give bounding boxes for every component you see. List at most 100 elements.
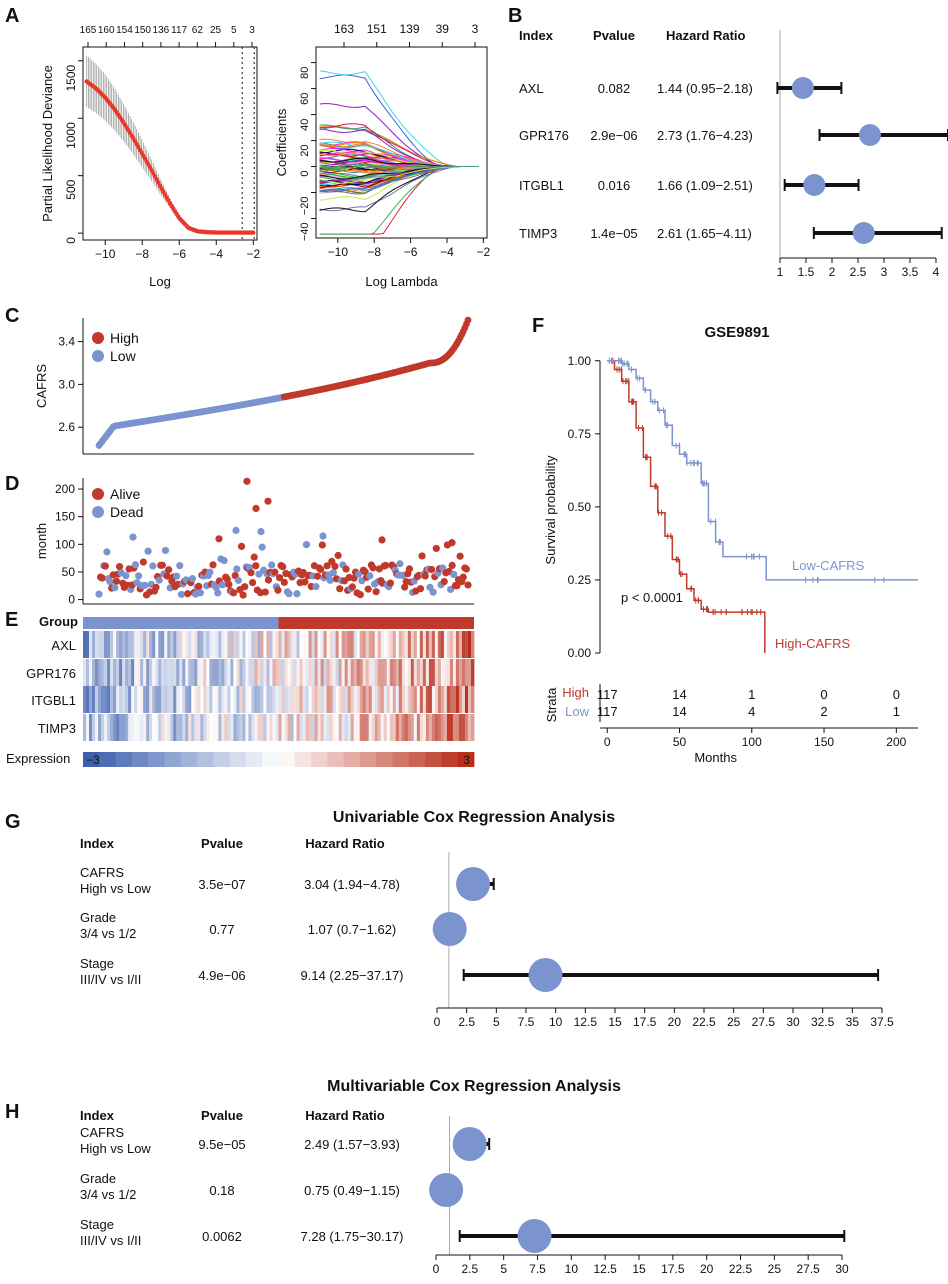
group-bar-low	[83, 617, 279, 629]
expression-legend-swatch	[392, 752, 410, 767]
heatmap-cell	[176, 631, 180, 658]
heatmap-cell	[248, 659, 252, 686]
km-curve	[607, 360, 918, 581]
heatmap-cell	[401, 631, 406, 658]
heatmap-cell	[311, 631, 315, 658]
y-tick-label: 0.50	[568, 500, 592, 514]
row-index: AXL	[519, 81, 544, 96]
heatmap-cell	[224, 631, 228, 658]
heatmap-cell	[128, 714, 132, 741]
heatmap-cell	[110, 631, 114, 658]
heatmap-cell	[272, 659, 276, 686]
survival-point	[98, 574, 106, 582]
heatmap-cell	[119, 659, 123, 686]
heatmap-cell	[254, 631, 258, 658]
header-hazard-ratio: Hazard Ratio	[666, 28, 746, 43]
highlight-point	[252, 504, 260, 512]
heatmap-cell	[359, 659, 364, 686]
risk-count: 1	[748, 687, 755, 702]
heatmap-cell	[152, 659, 156, 686]
heatmap-cell	[389, 631, 394, 658]
heatmap-cell	[374, 714, 379, 741]
heatmap-cell	[104, 659, 108, 686]
heatmap-cell	[422, 659, 427, 686]
heatmap-cell	[239, 631, 243, 658]
risk-count: 0	[820, 687, 827, 702]
y-tick-label: 3.0	[58, 377, 75, 391]
y-tick-label: 50	[62, 565, 76, 579]
expression-legend-swatch	[164, 752, 182, 767]
heatmap-cell	[404, 686, 409, 713]
heatmap-cell	[161, 659, 165, 686]
heatmap-cell	[203, 659, 207, 686]
heatmap-cell	[116, 631, 120, 658]
y-tick-label: 20	[299, 145, 311, 157]
header-pvalue: Pvalue	[201, 1108, 243, 1123]
heatmap-cell	[269, 659, 273, 686]
panel-label-B: B	[508, 5, 522, 27]
heatmap-cell	[140, 659, 144, 686]
group-label: Group	[39, 614, 78, 629]
heatmap-cell	[173, 686, 177, 713]
heatmap-cell	[275, 686, 279, 713]
heatmap-cell	[323, 659, 328, 686]
survival-point	[176, 562, 184, 570]
heatmap-cell	[368, 659, 373, 686]
x-tick-label: 17.5	[661, 1262, 685, 1276]
heatmap-cell	[239, 714, 243, 741]
x-tick-label: 150	[814, 735, 834, 749]
expression-legend-swatch	[441, 752, 459, 767]
x-tick-label: 2.5	[850, 265, 867, 279]
heatmap-cell	[83, 659, 87, 686]
heatmap-cell	[413, 714, 418, 741]
x-tick-label: 22.5	[692, 1015, 716, 1029]
risk-count: 4	[748, 704, 755, 719]
forest-title: Multivariable Cox Regression Analysis	[327, 1078, 621, 1095]
heatmap-cell	[422, 714, 427, 741]
top-tick-label: 62	[192, 25, 204, 36]
heatmap-cell	[452, 631, 457, 658]
heatmap-cell	[287, 714, 291, 741]
heatmap-cell	[143, 714, 147, 741]
heatmap-cell	[296, 659, 300, 686]
heatmap-cell	[227, 631, 231, 658]
y-tick-label: 3.4	[58, 335, 75, 349]
heatmap-cell	[179, 631, 183, 658]
heatmap-cell	[236, 714, 240, 741]
heatmap-cell	[401, 714, 406, 741]
survival-point	[336, 585, 344, 593]
survival-point	[280, 578, 288, 586]
row-hazard-ratio: 1.07 (0.7−1.62)	[308, 922, 397, 937]
heatmap-cell	[212, 714, 216, 741]
heatmap-cell	[218, 714, 222, 741]
survival-point	[155, 576, 163, 584]
heatmap-cell	[446, 714, 451, 741]
heatmap-cell	[152, 686, 156, 713]
heatmap-cell	[407, 686, 412, 713]
heatmap-cell	[194, 659, 198, 686]
heatmap-cell	[251, 714, 255, 741]
heatmap-cell	[317, 631, 322, 658]
heatmap-cell	[101, 686, 105, 713]
heatmap-cell	[377, 631, 382, 658]
heatmap-cell	[431, 659, 436, 686]
heatmap-cell	[341, 631, 346, 658]
heatmap-cell	[305, 714, 309, 741]
heatmap-cell	[101, 631, 105, 658]
heatmap-cell	[170, 714, 174, 741]
heatmap-cell	[296, 686, 300, 713]
heatmap-cell	[101, 714, 105, 741]
x-tick-label: 0	[604, 735, 611, 749]
y-tick-label: −40	[299, 223, 311, 242]
legend-dead-marker	[92, 506, 104, 518]
header-index: Index	[519, 28, 554, 43]
heatmap-cell	[113, 659, 117, 686]
plot-frame	[82, 46, 258, 241]
heatmap-cell	[314, 631, 318, 658]
heatmap-cell	[311, 714, 315, 741]
y-tick-label: 0	[64, 237, 78, 244]
heatmap-cell	[443, 659, 448, 686]
survival-point	[453, 582, 461, 590]
heatmap-cell	[95, 631, 99, 658]
row-hazard-ratio: 3.04 (1.94−4.78)	[304, 877, 400, 892]
